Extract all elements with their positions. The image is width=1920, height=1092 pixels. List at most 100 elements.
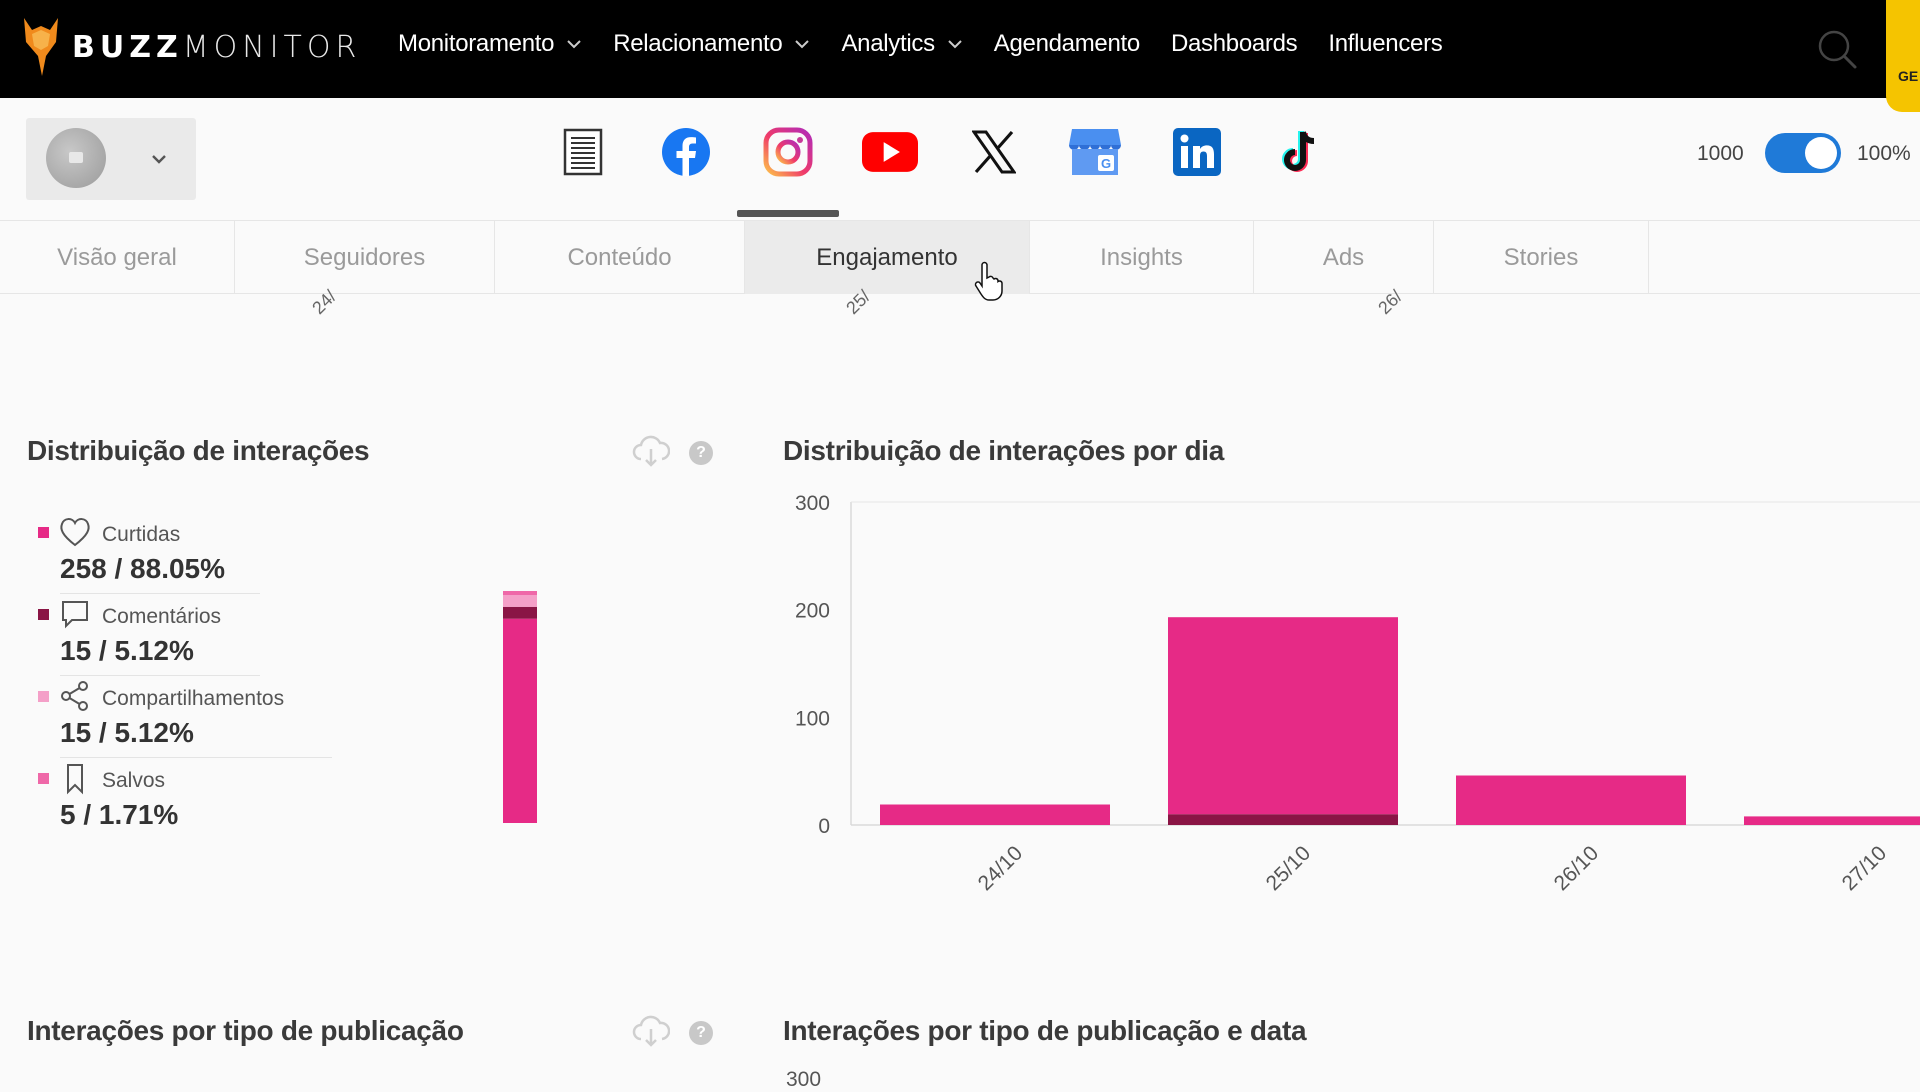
interactions-by-day-chart: 0 100 200 300 24/10 25/10 26/10 27/10	[795, 492, 1920, 895]
buzzmonitor-logo[interactable]: BUZZMONITOR	[22, 16, 361, 78]
stack-segment-curtidas[interactable]	[503, 618, 537, 823]
main-nav: Monitoramento Relacionamento Analytics Agen…	[398, 30, 1473, 58]
search-icon[interactable]	[1816, 28, 1858, 70]
network-google-business[interactable]: G	[1067, 124, 1123, 180]
facebook-icon	[662, 128, 710, 176]
tab-conteudo[interactable]: Conteúdo	[495, 221, 745, 294]
percentage-toggle[interactable]	[1765, 133, 1841, 173]
selected-network-indicator	[737, 210, 839, 217]
network-facebook[interactable]	[658, 124, 714, 180]
panel-title-by-type: Interações por tipo de publicação	[27, 1015, 464, 1046]
x-tick-label: 25/10	[1262, 842, 1315, 895]
y-tick-label: 100	[795, 707, 830, 730]
chevron-down-icon	[948, 40, 962, 49]
nav-item-monitoramento[interactable]: Monitoramento	[398, 30, 582, 58]
stack-segment-compartilhamentos[interactable]	[503, 595, 537, 607]
panel-title-distribution: Distribuição de interações	[27, 435, 370, 466]
bar-comentários-25-10[interactable]	[1168, 814, 1398, 825]
network-tiktok[interactable]	[1272, 124, 1328, 180]
tab-ads[interactable]: Ads	[1254, 221, 1434, 294]
hand-pointer-icon	[974, 261, 1003, 301]
legend-label: Curtidas	[102, 523, 181, 546]
top-navbar: BUZZMONITOR Monitoramento Relacionamento A…	[0, 0, 1920, 112]
y-tick-label: 0	[818, 815, 830, 838]
tab-seguidores[interactable]: Seguidores	[235, 221, 495, 294]
legend-value: 15 / 5.12%	[60, 635, 194, 666]
panel-title-by-type-and-date: Interações por tipo de publicação e data	[783, 1015, 1307, 1046]
legend-value: 258 / 88.05%	[60, 553, 226, 584]
cloud-download-icon[interactable]	[632, 435, 670, 467]
heart-icon	[60, 518, 90, 547]
chevron-down-icon	[567, 40, 581, 49]
stack-segment-salvos[interactable]	[503, 591, 537, 595]
nav-item-label: Monitoramento	[398, 30, 555, 57]
network-x[interactable]	[966, 124, 1022, 180]
comment-icon	[62, 601, 88, 629]
legend-label: Comentários	[102, 605, 222, 628]
nav-item-relacionamento[interactable]: Relacionamento	[613, 30, 810, 58]
tab-visao-geral[interactable]: Visão geral	[0, 221, 235, 294]
bar-curtidas-26-10[interactable]	[1456, 775, 1686, 826]
section-tabs: Visão geral Seguidores Conteúdo Engajame…	[0, 220, 1920, 294]
nav-item-label: Influencers	[1328, 30, 1443, 57]
avatar	[46, 128, 106, 188]
divider	[60, 757, 332, 758]
nav-item-agendamento[interactable]: Agendamento	[994, 30, 1140, 58]
help-icon[interactable]: ?	[689, 1021, 713, 1045]
svg-text:G: G	[1101, 156, 1111, 171]
legend-swatch	[38, 773, 49, 784]
y-tick-label: 200	[795, 600, 830, 623]
bar-curtidas-27-10[interactable]	[1744, 816, 1920, 825]
bar-curtidas-25-10[interactable]	[1168, 617, 1398, 815]
x-icon	[972, 130, 1016, 174]
chevron-down-icon	[795, 40, 810, 49]
x-tick-label: 27/10	[1838, 842, 1891, 895]
nav-item-influencers[interactable]: Influencers	[1328, 30, 1442, 58]
nav-item-label: Analytics	[841, 30, 935, 57]
chevron-down-icon	[152, 155, 166, 164]
bookmark-icon	[67, 764, 83, 795]
legend-swatch	[38, 609, 49, 620]
network-youtube[interactable]	[862, 124, 918, 180]
youtube-icon	[862, 132, 918, 172]
fox-logo-icon	[24, 18, 58, 76]
axis-tick-label: 300	[786, 1068, 822, 1091]
nav-item-label: Dashboards	[1170, 30, 1298, 57]
bar-curtidas-24-10[interactable]	[880, 804, 1110, 826]
legend-swatch	[38, 527, 49, 538]
logo-wordmark: BUZZMONITOR	[72, 29, 362, 65]
google-business-icon: G	[1069, 129, 1121, 175]
tab-stories[interactable]: Stories	[1434, 221, 1649, 294]
network-linkedin[interactable]	[1169, 124, 1225, 180]
side-badge-tab[interactable]: GE	[1886, 0, 1920, 112]
nav-item-label: Relacionamento	[613, 30, 783, 57]
nav-item-dashboards[interactable]: Dashboards	[1170, 30, 1298, 58]
help-icon[interactable]: ?	[689, 441, 713, 465]
tab-insights[interactable]: Insights	[1030, 221, 1254, 294]
profile-selector[interactable]	[26, 118, 196, 200]
document-icon	[563, 128, 603, 176]
y-tick-label: 300	[795, 492, 830, 515]
legend-label: Salvos	[102, 769, 166, 792]
toggle-knob	[1805, 137, 1837, 169]
legend-value: 5 / 1.71%	[60, 799, 179, 830]
toggle-left-label: 1000	[1697, 142, 1744, 165]
tiktok-icon	[1282, 131, 1315, 172]
toggle-right-label: 100%	[1857, 142, 1911, 165]
share-icon	[61, 681, 88, 711]
legend-value: 15 / 5.12%	[60, 717, 194, 748]
x-tick-label: 26/10	[1550, 842, 1603, 895]
legend-swatch	[38, 691, 49, 702]
linkedin-icon	[1173, 128, 1221, 176]
legend-label: Compartilhamentos	[102, 687, 285, 710]
network-report[interactable]	[555, 124, 611, 180]
cloud-download-icon[interactable]	[632, 1015, 670, 1047]
stack-segment-comentários[interactable]	[503, 606, 537, 619]
network-instagram[interactable]	[760, 124, 816, 180]
panel-title-by-day: Distribuição de interações por dia	[783, 435, 1225, 466]
divider	[60, 593, 260, 594]
divider	[60, 675, 260, 676]
nav-item-analytics[interactable]: Analytics	[841, 30, 962, 58]
x-tick-label: 24/10	[974, 842, 1027, 895]
distribution-stacked-bar	[503, 591, 537, 823]
